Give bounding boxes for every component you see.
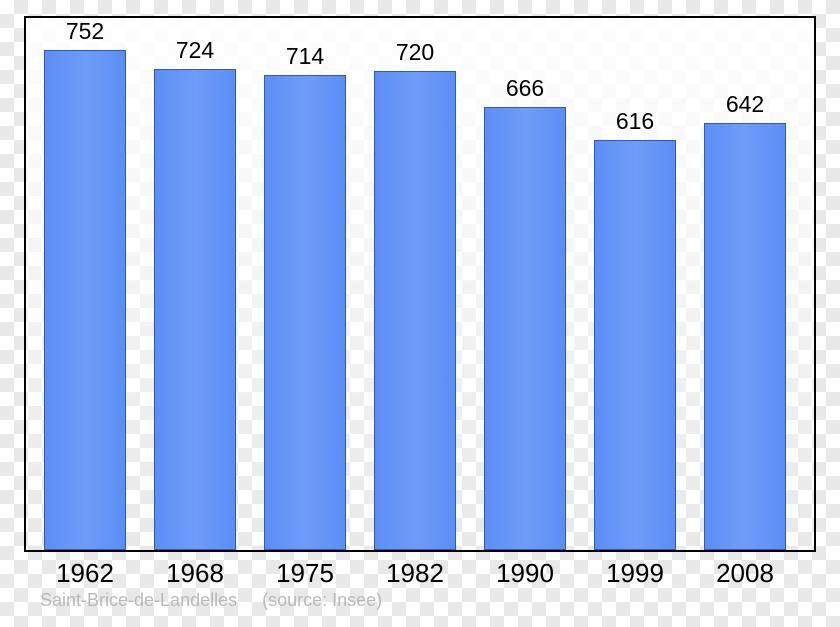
x-axis-label: 1990	[474, 558, 576, 589]
x-axis-label: 2008	[694, 558, 796, 589]
bar: 616	[594, 140, 676, 550]
chart-canvas: 752 724 714 720 666 616 642 Saint-Brice-de-Lan…	[0, 0, 840, 627]
footer-source: (source: Insee)	[262, 590, 382, 610]
bar-value-label: 666	[485, 75, 565, 102]
bar: 642	[704, 123, 786, 550]
x-axis-label: 1975	[254, 558, 356, 589]
bar: 720	[374, 71, 456, 550]
bar-value-label: 642	[705, 91, 785, 118]
bar-value-label: 720	[375, 39, 455, 66]
bar: 714	[264, 75, 346, 550]
x-axis-label: 1982	[364, 558, 466, 589]
bar-value-label: 724	[155, 37, 235, 64]
bar-value-label: 714	[265, 43, 345, 70]
bar: 752	[44, 50, 126, 550]
bar-value-label: 616	[595, 108, 675, 135]
footer-location: Saint-Brice-de-Landelles	[40, 590, 237, 610]
bar: 724	[154, 69, 236, 550]
x-axis-label: 1999	[584, 558, 686, 589]
x-axis-label: 1962	[34, 558, 136, 589]
plot-frame: 752 724 714 720 666 616 642	[24, 16, 816, 552]
x-axis-label: 1968	[144, 558, 246, 589]
chart-footer: Saint-Brice-de-Landelles (source: Insee)	[40, 590, 382, 611]
bar-value-label: 752	[45, 18, 125, 45]
bar: 666	[484, 107, 566, 550]
